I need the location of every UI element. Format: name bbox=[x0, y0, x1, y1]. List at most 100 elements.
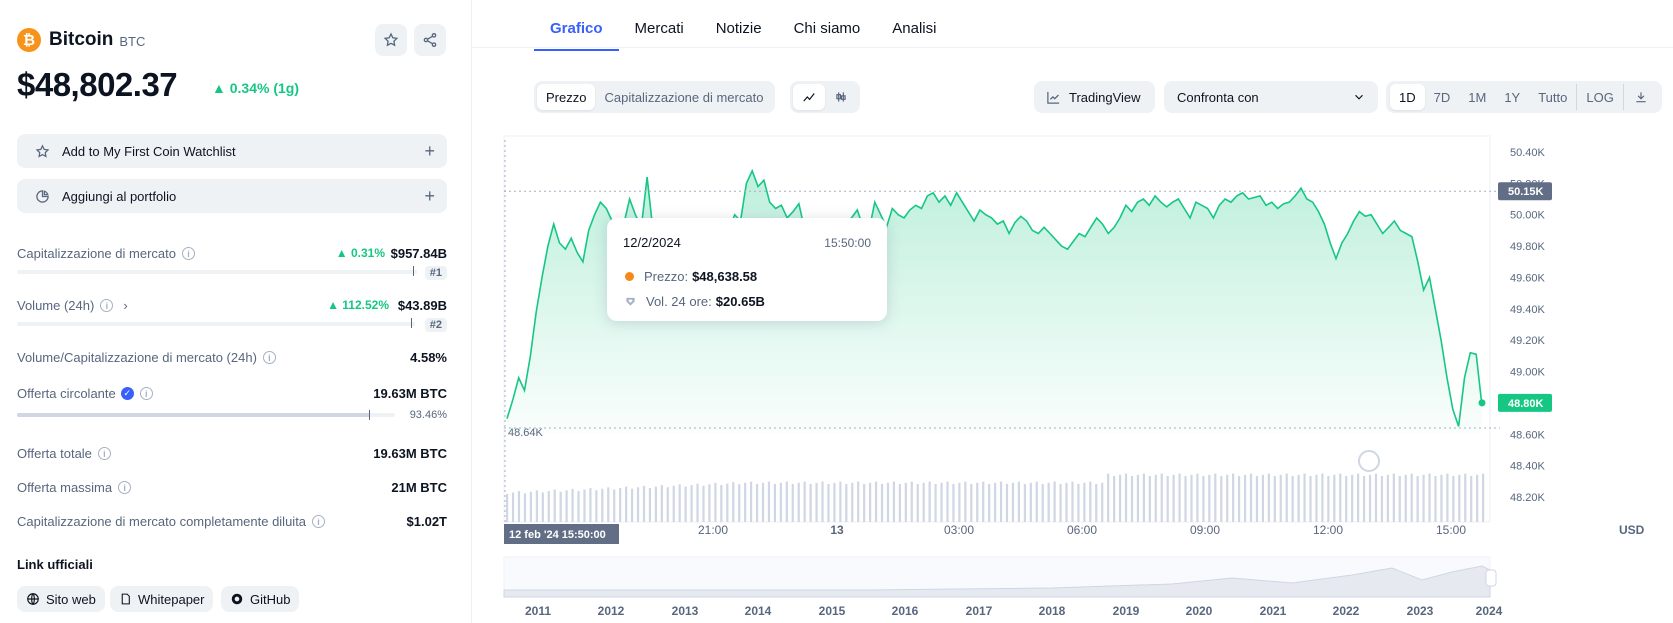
volume-bar bbox=[1113, 476, 1116, 522]
volume-bar bbox=[1339, 473, 1342, 522]
coin-header: ₿ Bitcoin BTC bbox=[17, 28, 145, 52]
navigator-handle bbox=[1485, 569, 1497, 587]
coin-price: $48,802.37 bbox=[17, 66, 178, 103]
volume-bar bbox=[767, 481, 771, 522]
info-icon[interactable]: i bbox=[139, 387, 153, 400]
volume-bar bbox=[1214, 473, 1217, 522]
volume-bar bbox=[738, 484, 741, 522]
volume-bar bbox=[994, 482, 997, 522]
volume-bar bbox=[744, 482, 747, 522]
volume-bar bbox=[827, 484, 830, 522]
rank-marker bbox=[411, 318, 412, 328]
chevron-down-icon bbox=[1355, 94, 1363, 100]
metric-marketcap-option[interactable]: Capitalizzazione di mercato bbox=[604, 89, 764, 105]
compare-select[interactable]: Confronta con bbox=[1164, 81, 1378, 113]
range-1d[interactable]: 1D bbox=[1390, 84, 1425, 110]
year-label: 2024 bbox=[1476, 604, 1503, 618]
volume-bar bbox=[511, 492, 515, 522]
volume-bar bbox=[708, 484, 711, 522]
volume-bar bbox=[541, 492, 544, 522]
coinmarketcap-watermark-icon bbox=[1358, 450, 1380, 472]
volume-bar bbox=[1374, 473, 1378, 522]
stat-label: Capitalizzazione di mercato completament… bbox=[17, 514, 307, 529]
volume-bar bbox=[946, 481, 949, 522]
favorite-button[interactable] bbox=[375, 24, 407, 56]
range-1m[interactable]: 1M bbox=[1468, 89, 1487, 105]
volume-bar bbox=[625, 486, 628, 522]
volume-bar bbox=[940, 482, 943, 522]
compare-label: Confronta con bbox=[1177, 89, 1259, 105]
line-chart-option[interactable] bbox=[793, 84, 825, 110]
share-button[interactable] bbox=[414, 24, 446, 56]
volume-bar bbox=[630, 488, 634, 522]
year-label: 2013 bbox=[672, 604, 699, 618]
year-label: 2023 bbox=[1407, 604, 1434, 618]
chart-metric-toggle: Prezzo Capitalizzazione di mercato bbox=[534, 81, 776, 113]
add-to-watchlist-button[interactable]: Add to My First Coin Watchlist + bbox=[17, 134, 447, 168]
volume-bar bbox=[672, 485, 675, 522]
volume-bar bbox=[1202, 476, 1205, 522]
download-icon bbox=[1636, 92, 1646, 103]
volume-bar bbox=[619, 488, 622, 522]
info-icon[interactable]: i bbox=[181, 247, 195, 260]
volume-bar bbox=[1190, 474, 1193, 522]
volume-bar bbox=[1476, 474, 1479, 522]
metric-price-option[interactable]: Prezzo bbox=[537, 84, 596, 110]
tab-analysis[interactable]: Analisi bbox=[892, 20, 937, 37]
supply-progress-bar bbox=[17, 413, 395, 417]
volume-bar bbox=[577, 491, 580, 522]
volume-bar bbox=[934, 484, 937, 522]
y-tick-label: 49.20K bbox=[1510, 335, 1546, 347]
stat-value: $43.89B bbox=[397, 298, 447, 313]
volume-bar bbox=[1047, 482, 1050, 522]
range-7d[interactable]: 7D bbox=[1433, 89, 1451, 105]
line-chart-icon bbox=[803, 93, 815, 102]
download-button[interactable] bbox=[1622, 84, 1658, 110]
volume-bar bbox=[1023, 484, 1026, 522]
range-1y[interactable]: 1Y bbox=[1504, 89, 1521, 105]
website-link[interactable]: Sito web bbox=[17, 586, 105, 612]
volume-bar bbox=[654, 486, 657, 522]
info-icon[interactable]: i bbox=[118, 481, 132, 494]
volume-bar bbox=[583, 489, 586, 522]
whitepaper-link[interactable]: Whitepaper bbox=[110, 586, 214, 612]
volume-shield-icon bbox=[626, 297, 635, 306]
volume-bar bbox=[910, 481, 913, 522]
stat-change: ▲ 112.52% bbox=[327, 298, 389, 312]
info-icon[interactable]: i bbox=[100, 299, 114, 312]
stat-label: Offerta massima bbox=[17, 480, 113, 495]
y-tick-label: 48.20K bbox=[1510, 492, 1546, 504]
volume-bar bbox=[547, 491, 550, 522]
github-link[interactable]: GitHub bbox=[221, 586, 300, 612]
y-tick-label: 49.60K bbox=[1510, 272, 1546, 284]
volume-bar bbox=[1059, 484, 1062, 522]
y-tick-label: 48.60K bbox=[1510, 429, 1546, 441]
volume-bar bbox=[1291, 476, 1294, 522]
stat-max-supply: Offerta massima i 21M BTC bbox=[17, 480, 447, 495]
supply-percent: 93.46% bbox=[409, 409, 447, 421]
volume-bar bbox=[750, 481, 753, 522]
info-icon[interactable]: i bbox=[262, 351, 276, 364]
volume-bar bbox=[874, 481, 878, 522]
crosshair-date-badge bbox=[504, 524, 619, 544]
volume-bar bbox=[1267, 473, 1270, 522]
candle-chart-option[interactable] bbox=[825, 84, 857, 110]
info-icon[interactable]: i bbox=[312, 515, 326, 528]
tradingview-button[interactable]: TradingView bbox=[1034, 81, 1155, 113]
add-to-portfolio-button[interactable]: Aggiungi al portfolio + bbox=[17, 179, 447, 213]
range-all[interactable]: Tutto bbox=[1538, 89, 1568, 105]
chevron-right-icon[interactable]: › bbox=[123, 298, 128, 313]
tooltip-date: 12/2/2024 bbox=[623, 235, 681, 250]
volume-bar bbox=[607, 487, 610, 522]
info-icon[interactable]: i bbox=[97, 447, 111, 460]
tab-markets[interactable]: Mercati bbox=[634, 20, 684, 37]
tab-about[interactable]: Chi siamo bbox=[793, 20, 861, 37]
stat-market-cap: Capitalizzazione di mercato i ▲ 0.31% $95… bbox=[17, 246, 447, 280]
tab-news[interactable]: Notizie bbox=[715, 20, 762, 37]
pie-chart-icon bbox=[35, 189, 50, 204]
volume-bar bbox=[1232, 473, 1235, 522]
volume-bar bbox=[1083, 482, 1086, 522]
star-outline-icon bbox=[35, 143, 50, 159]
log-scale-toggle[interactable]: LOG bbox=[1576, 84, 1622, 110]
tab-chart[interactable]: Grafico bbox=[534, 20, 619, 51]
